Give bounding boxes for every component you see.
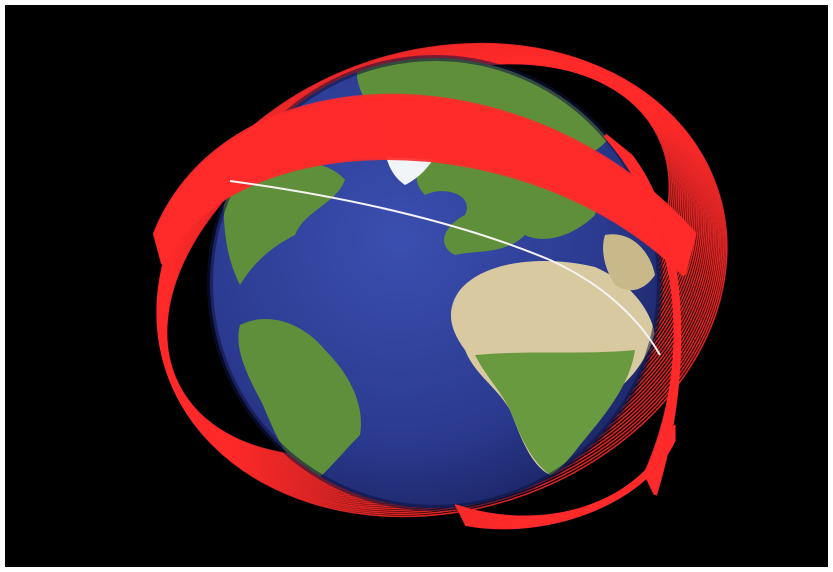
orbit-ring-front bbox=[160, 155, 687, 277]
globe-shade bbox=[207, 55, 663, 511]
orbit-ring-front-bottom bbox=[464, 439, 676, 530]
space-scene bbox=[5, 5, 828, 567]
land-south-america bbox=[238, 319, 361, 485]
earth-illustration bbox=[152, 42, 728, 530]
land-north-america bbox=[223, 160, 345, 285]
orbit-ring-back bbox=[156, 42, 728, 518]
land-mideast bbox=[603, 234, 655, 291]
white-ground-track bbox=[229, 180, 661, 356]
land-africa-green bbox=[475, 350, 635, 475]
orbit-rings-front bbox=[152, 93, 697, 530]
